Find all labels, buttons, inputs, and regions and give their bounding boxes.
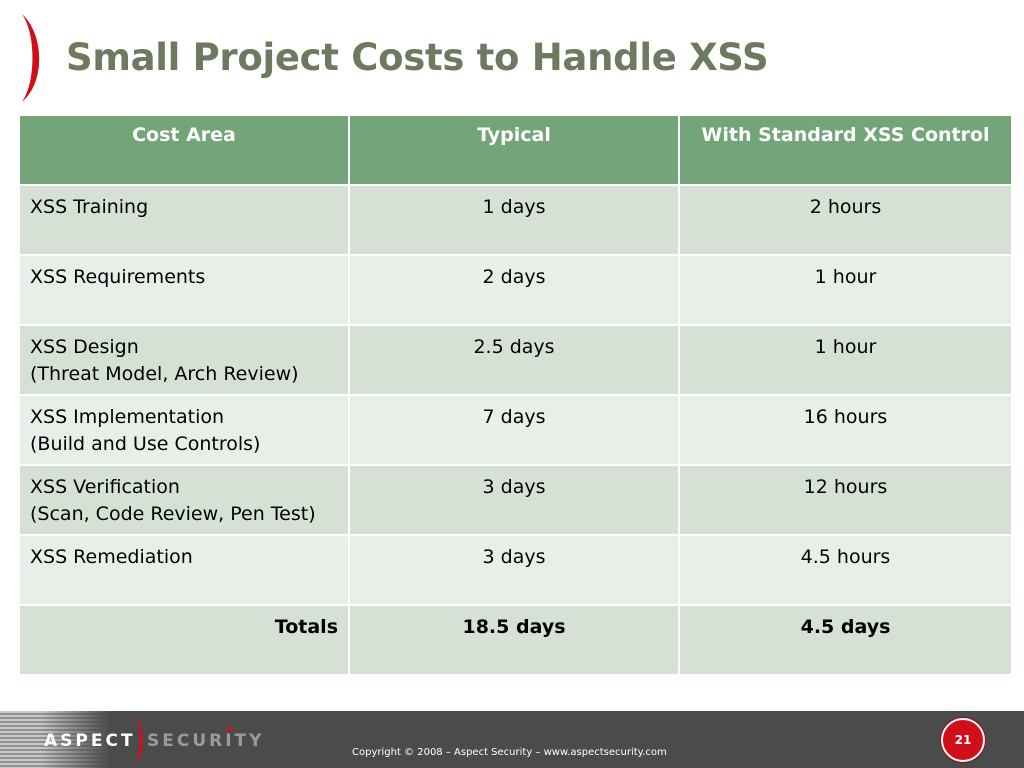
cost-area-label: XSS Design <box>30 336 139 358</box>
typical-cell: 3 days <box>348 464 680 536</box>
standard-cell: 1 hour <box>678 254 1013 326</box>
header-typical: Typical <box>348 114 680 186</box>
logo-text-aspect: ASPECT <box>44 731 136 751</box>
cost-area-cell: XSS Requirements <box>18 254 350 326</box>
cost-area-detail: (Scan, Code Review, Pen Test) <box>30 503 316 525</box>
cost-area-label: XSS Remediation <box>30 546 193 568</box>
cost-area-cell: XSS Verification (Scan, Code Review, Pen… <box>18 464 350 536</box>
logo-dot-icon <box>227 727 232 732</box>
cost-area-label: XSS Verification <box>30 476 180 498</box>
cost-area-cell: XSS Training <box>18 184 350 256</box>
typical-cell: 1 days <box>348 184 680 256</box>
totals-standard: 4.5 days <box>678 604 1013 676</box>
footer-stripes <box>0 711 110 768</box>
standard-cell: 2 hours <box>678 184 1013 256</box>
standard-cell: 1 hour <box>678 324 1013 396</box>
cost-area-label: XSS Requirements <box>30 266 206 288</box>
logo-text-security: SECURITY <box>147 731 265 751</box>
cost-area-label: XSS Training <box>30 196 149 218</box>
table-row: XSS Design (Threat Model, Arch Review) 2… <box>18 324 1013 396</box>
table-row: XSS Remediation 3 days 4.5 hours <box>18 534 1013 606</box>
totals-row: Totals 18.5 days 4.5 days <box>18 604 1013 676</box>
cost-table: Cost Area Typical With Standard XSS Cont… <box>18 114 1013 676</box>
page-number-badge: 21 <box>941 718 985 762</box>
table-row: XSS Requirements 2 days 1 hour <box>18 254 1013 326</box>
standard-cell: 4.5 hours <box>678 534 1013 606</box>
red-bracket-logo-icon <box>22 14 40 102</box>
table-row: XSS Verification (Scan, Code Review, Pen… <box>18 464 1013 536</box>
table-row: XSS Implementation (Build and Use Contro… <box>18 394 1013 466</box>
cost-area-detail: (Threat Model, Arch Review) <box>30 363 299 385</box>
cost-area-cell: XSS Design (Threat Model, Arch Review) <box>18 324 350 396</box>
cost-area-label: XSS Implementation <box>30 406 225 428</box>
typical-cell: 7 days <box>348 394 680 466</box>
slide-title: Small Project Costs to Handle XSS <box>66 36 769 79</box>
cost-area-detail: (Build and Use Controls) <box>30 433 261 455</box>
standard-cell: 16 hours <box>678 394 1013 466</box>
typical-cell: 2.5 days <box>348 324 680 396</box>
typical-cell: 3 days <box>348 534 680 606</box>
header-with-standard-xss-control: With Standard XSS Control <box>678 114 1013 186</box>
cost-area-cell: XSS Remediation <box>18 534 350 606</box>
footer-bar <box>0 711 1024 768</box>
totals-label: Totals <box>18 604 350 676</box>
table-header-row: Cost Area Typical With Standard XSS Cont… <box>18 114 1013 186</box>
cost-area-cell: XSS Implementation (Build and Use Contro… <box>18 394 350 466</box>
typical-cell: 2 days <box>348 254 680 326</box>
aspect-security-logo: ASPECT SECURITY <box>44 714 274 766</box>
table-row: XSS Training 1 days 2 hours <box>18 184 1013 256</box>
standard-cell: 12 hours <box>678 464 1013 536</box>
totals-typical: 18.5 days <box>348 604 680 676</box>
logo-bracket-icon <box>135 716 143 764</box>
header-cost-area: Cost Area <box>18 114 350 186</box>
copyright-text: Copyright © 2008 – Aspect Security – www… <box>352 747 667 758</box>
